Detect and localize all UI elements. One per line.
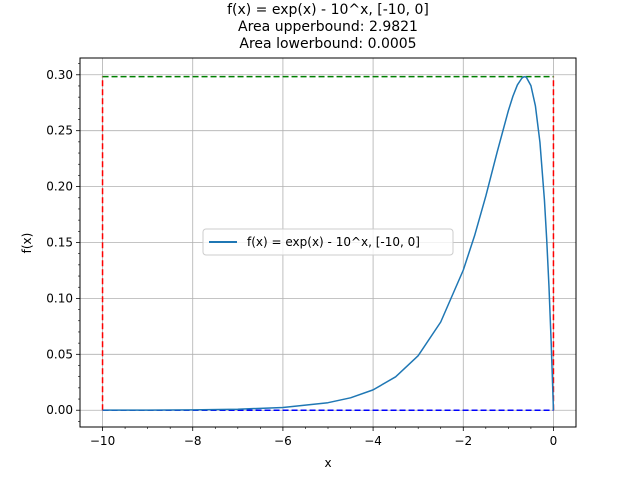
y-tick-label: 0.10 xyxy=(46,291,73,305)
x-tick-label: −2 xyxy=(454,434,472,448)
legend: f(x) = exp(x) - 10^x, [-10, 0] xyxy=(202,228,454,256)
y-axis-label: f(x) xyxy=(20,233,34,254)
y-axis-ticks: 0.00 0.05 0.10 0.15 0.20 0.25 0.30 xyxy=(46,63,80,422)
y-tick-label: 0.20 xyxy=(46,180,73,194)
y-tick-label: 0.05 xyxy=(46,347,73,361)
y-tick-label: 0.25 xyxy=(46,124,73,138)
series-line xyxy=(102,75,555,411)
x-axis-label: x xyxy=(324,456,331,470)
x-tick-label: −10 xyxy=(90,434,115,448)
x-axis-ticks: −10 −8 −6 −4 −2 0 xyxy=(90,427,557,448)
x-tick-label: −8 xyxy=(184,434,202,448)
x-tick-label: 0 xyxy=(550,434,558,448)
legend-box xyxy=(202,228,454,256)
y-tick-label: 0.30 xyxy=(46,68,73,82)
title-line-2: Area upperbound: 2.9821 xyxy=(238,19,418,35)
title-line-1: f(x) = exp(x) - 10^x, [-10, 0] xyxy=(227,2,429,18)
y-tick-label: 0.00 xyxy=(46,403,73,417)
chart-title: f(x) = exp(x) - 10^x, [-10, 0] Area uppe… xyxy=(227,2,429,52)
title-line-3: Area lowerbound: 0.0005 xyxy=(239,36,416,52)
x-tick-label: −4 xyxy=(364,434,382,448)
legend-label: f(x) = exp(x) - 10^x, [-10, 0] xyxy=(247,235,420,249)
series-layer xyxy=(102,75,555,411)
x-tick-label: −6 xyxy=(274,434,292,448)
y-tick-label: 0.15 xyxy=(46,236,73,250)
